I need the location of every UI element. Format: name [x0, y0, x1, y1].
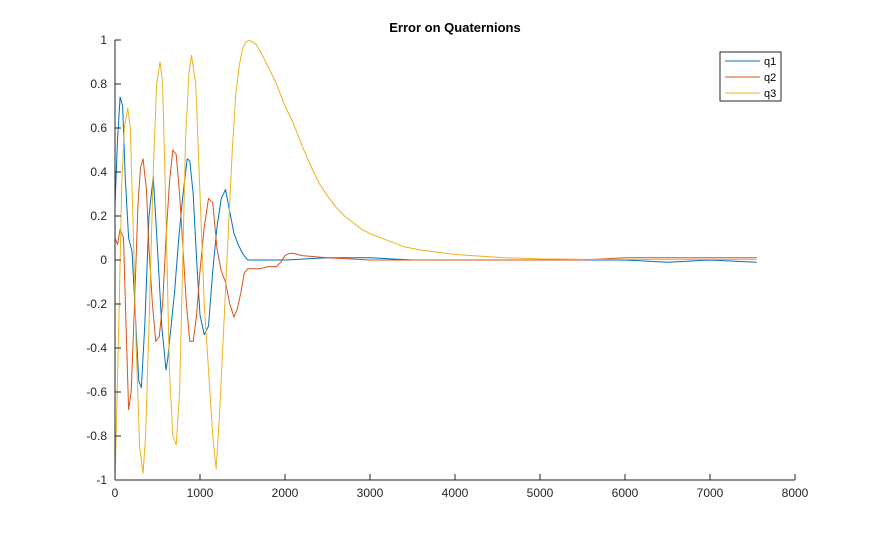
x-tick-label-5: 5000: [527, 486, 554, 500]
series-line-q3: [115, 40, 757, 480]
y-tick-label-10: 1: [100, 33, 107, 47]
y-tick-label-5: 0: [100, 253, 107, 267]
y-tick-label-6: 0.2: [90, 209, 107, 223]
chart-title: Error on Quaternions: [389, 20, 520, 35]
x-tick-label-4: 4000: [442, 486, 469, 500]
y-tick-label-1: -0.8: [86, 429, 107, 443]
y-tick-label-7: 0.4: [90, 165, 107, 179]
x-tick-label-6: 6000: [612, 486, 639, 500]
legend-label-q3: q3: [764, 88, 776, 100]
series-line-q2: [115, 149, 757, 411]
x-tick-label-0: 0: [112, 486, 119, 500]
y-tick-label-8: 0.6: [90, 121, 107, 135]
x-tick-label-1: 1000: [187, 486, 214, 500]
y-tick-label-9: 0.8: [90, 77, 107, 91]
x-tick-label-7: 7000: [697, 486, 724, 500]
x-tick-label-3: 3000: [357, 486, 384, 500]
legend-label-q1: q1: [764, 56, 776, 68]
y-tick-label-0: -1: [96, 473, 107, 487]
x-tick-label-2: 2000: [272, 486, 299, 500]
legend: q1 q2 q3: [719, 51, 782, 102]
y-tick-label-2: -0.6: [86, 385, 107, 399]
legend-label-q2: q2: [764, 72, 776, 84]
y-tick-label-4: -0.2: [86, 297, 107, 311]
series-layer: [115, 40, 757, 480]
y-tick-label-3: -0.4: [86, 341, 107, 355]
x-tick-label-8: 8000: [782, 486, 809, 500]
axes-layer: 0 1000 2000 3000 4000 5000 6000 7000 8000 -1 -0.8 -…: [86, 33, 808, 500]
